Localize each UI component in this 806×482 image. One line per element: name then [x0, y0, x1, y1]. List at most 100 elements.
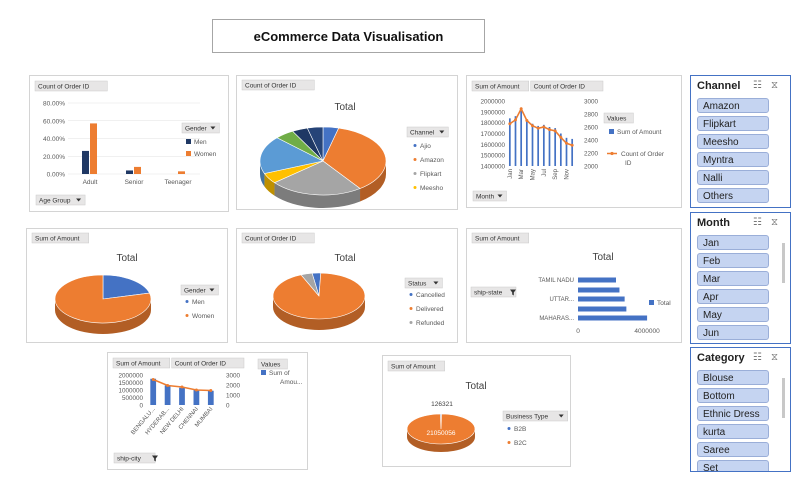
c3-count-point-sep[interactable] [553, 129, 557, 133]
category-slicer-item-blouse[interactable]: Blouse [697, 370, 769, 385]
month-slicer-scrollbar[interactable] [782, 243, 785, 283]
c3-count-point-apr[interactable] [525, 119, 529, 122]
c7-axis-button[interactable]: ship-city [113, 452, 156, 464]
c3-count-point-aug[interactable] [548, 128, 551, 132]
multi-select-icon[interactable]: ☷ [753, 80, 762, 91]
dropdown-arrow-icon[interactable] [209, 288, 215, 292]
c6-bar-1[interactable] [578, 306, 627, 312]
c8-field-button[interactable]: Sum of Amount [387, 360, 445, 372]
c2-slice-7[interactable] [306, 126, 324, 162]
c3-count-point-jun[interactable] [536, 126, 540, 130]
filter-icon[interactable] [510, 289, 516, 296]
category-slicer-item-set[interactable]: Set [697, 460, 769, 471]
c3-field-button-count[interactable]: Count of Order ID [530, 80, 604, 92]
c8-legend-button[interactable]: Business Type [502, 410, 568, 422]
c7-count-point-0[interactable] [151, 378, 155, 381]
channel-slicer-item-meesho[interactable]: Meesho [697, 134, 769, 149]
c1-bar-women-teenager[interactable] [178, 171, 185, 174]
category-slicer[interactable]: Category ☷ ⧖ Blouse Bottom Ethnic Dress kurta S… [690, 347, 791, 472]
c7-bar-3[interactable] [193, 390, 200, 405]
multi-select-icon[interactable]: ☷ [753, 217, 762, 228]
month-slicer-item-apr[interactable]: Apr [697, 289, 769, 304]
channel-slicer-item-nalli[interactable]: Nalli [697, 170, 769, 185]
c3-bar-jun[interactable] [537, 125, 540, 166]
c3-bar-feb[interactable] [514, 116, 517, 166]
month-slicer-item-mar[interactable]: Mar [697, 271, 769, 286]
gender-pie-chart[interactable]: Sum of Amount Total Gender Men Women [26, 228, 228, 343]
dropdown-arrow-icon[interactable] [433, 281, 439, 285]
dropdown-arrow-icon[interactable] [76, 198, 82, 202]
c4-field-button[interactable]: Sum of Amount [31, 232, 89, 244]
c2-legend-button[interactable]: Channel [406, 126, 449, 138]
c3-count-point-jan[interactable] [508, 122, 512, 126]
c3-count-point-oct[interactable] [559, 135, 563, 139]
month-slicer-item-jan[interactable]: Jan [697, 235, 769, 250]
c3-count-point-dec[interactable] [570, 143, 574, 147]
ship-city-combo-chart[interactable]: Sum of Amount Count of Order ID 2000000 150… [107, 352, 308, 470]
category-slicer-item-saree[interactable]: Saree [697, 442, 769, 457]
multi-select-icon[interactable]: ☷ [753, 352, 762, 363]
c6-field-button[interactable]: Sum of Amount [471, 232, 529, 244]
dropdown-arrow-icon[interactable] [439, 130, 445, 134]
c1-bar-women-adult[interactable] [90, 123, 97, 174]
category-slicer-item-ethnic-dress[interactable]: Ethnic Dress [697, 406, 769, 421]
c1-legend-button[interactable]: Gender [181, 122, 220, 134]
c1-axis-button[interactable]: Age Group [35, 194, 86, 206]
clear-filter-icon[interactable]: ⧖ [771, 352, 779, 363]
c3-bar-sep[interactable] [554, 128, 557, 166]
month-slicer-item-may[interactable]: May [697, 307, 769, 322]
c6-bar-2[interactable] [578, 296, 625, 302]
c3-count-point-may[interactable] [531, 124, 534, 128]
c8-slice-1[interactable] [406, 413, 476, 445]
c7-bar-2[interactable] [179, 387, 185, 405]
c3-count-point-jul[interactable] [542, 125, 546, 129]
c3-bar-jul[interactable] [542, 124, 545, 166]
month-slicer-item-jun[interactable]: Jun [697, 325, 769, 340]
business-type-pie-chart[interactable]: Sum of Amount Total 126321 21050056 Business… [382, 355, 571, 467]
c3-axis-button[interactable]: Month [472, 190, 507, 202]
category-slicer-item-bottom[interactable]: Bottom [697, 388, 769, 403]
c7-count-point-1[interactable] [166, 384, 170, 387]
monthly-combo-chart[interactable]: Sum of Amount Count of Order ID 2000000 190… [466, 75, 682, 208]
c3-bar-aug[interactable] [548, 127, 551, 166]
c6-bar-3[interactable] [578, 287, 620, 293]
c3-field-button-amount[interactable]: Sum of Amount [471, 80, 529, 92]
c7-bar-1[interactable] [164, 385, 171, 406]
channel-slicer-item-myntra[interactable]: Myntra [697, 152, 769, 167]
c3-count-point-feb[interactable] [514, 118, 517, 122]
c7-bar-0[interactable] [150, 378, 157, 405]
dropdown-arrow-icon[interactable] [558, 414, 564, 418]
month-slicer-item-feb[interactable]: Feb [697, 253, 769, 268]
clear-filter-icon[interactable]: ⧖ [771, 217, 779, 228]
c2-slice-4[interactable] [259, 137, 324, 174]
c6-bar-4[interactable] [578, 277, 616, 283]
c2-field-button[interactable]: Count of Order ID [241, 79, 315, 91]
c2-slice-2[interactable] [273, 160, 361, 196]
c4-slice-0[interactable] [102, 274, 150, 300]
c3-count-line[interactable] [509, 107, 573, 146]
c1-bar-women-senior[interactable] [134, 166, 141, 174]
c7-count-point-4[interactable] [209, 389, 213, 392]
c1-field-button[interactable]: Count of Order ID [34, 80, 108, 92]
c4-slice-1[interactable] [54, 274, 152, 324]
c5-legend-button[interactable]: Status [404, 277, 443, 289]
c3-bar-apr[interactable] [525, 119, 528, 166]
c3-bar-may[interactable] [531, 123, 534, 166]
c3-count-point-nov[interactable] [565, 141, 568, 145]
status-pie-chart[interactable]: Count of Order ID Total Status Cancelled Del… [236, 228, 458, 343]
c1-bar-men-senior[interactable] [126, 170, 133, 174]
c2-slice-1[interactable] [322, 127, 387, 189]
c7-count-point-2[interactable] [180, 385, 184, 389]
channel-slicer-item-amazon[interactable]: Amazon [697, 98, 769, 113]
c7-field-button-count[interactable]: Count of Order ID [171, 357, 245, 369]
c6-axis-button[interactable]: ship-state [470, 286, 517, 298]
c3-bar-oct[interactable] [559, 133, 562, 167]
c7-bar-4[interactable] [207, 390, 214, 405]
channel-pie-chart[interactable]: Count of Order ID Total Channel Ajio Amazon F… [236, 75, 458, 210]
c5-slice-2[interactable] [300, 272, 320, 297]
channel-slicer[interactable]: Channel ☷ ⧖ Amazon Flipkart Meesho Myntra Nalli… [690, 75, 791, 208]
c7-count-point-3[interactable] [194, 388, 198, 392]
c5-field-button[interactable]: Count of Order ID [241, 232, 315, 244]
c3-bar-jan[interactable] [508, 118, 511, 166]
c6-bar-0[interactable] [578, 315, 648, 321]
